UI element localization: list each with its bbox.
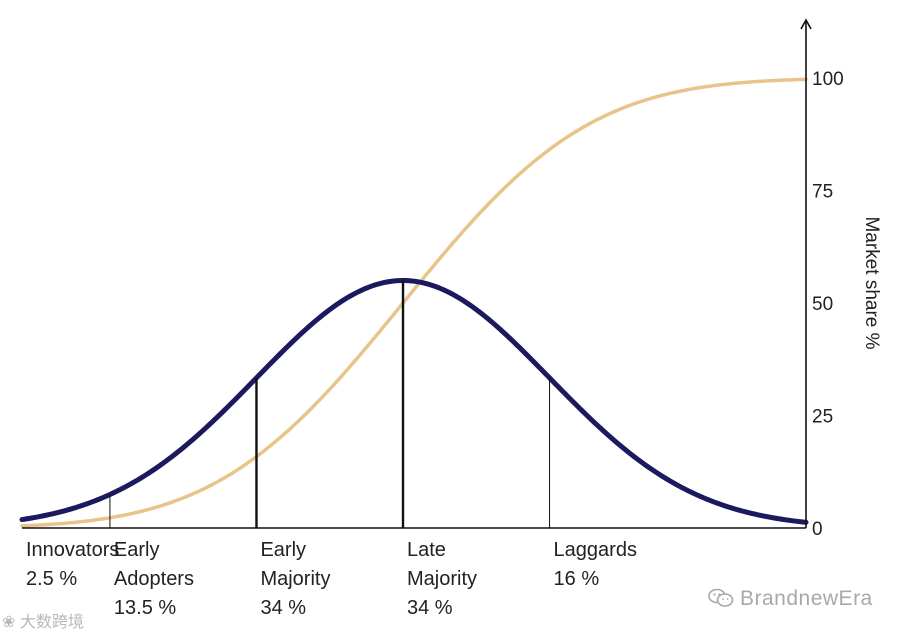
ticks-layer: 0 25 50 75 100 Market share % <box>812 69 882 540</box>
adoption-bell-curve <box>19 278 809 525</box>
segment-name: Laggards <box>553 539 637 561</box>
segment-label: Early Adopters 13.5 % <box>114 536 194 623</box>
segment-share: 2.5 % <box>26 568 78 590</box>
segment-share: 16 % <box>553 568 600 590</box>
segment-name: Innovators <box>26 539 120 561</box>
y-tick-label: 25 <box>812 407 833 428</box>
y-tick-label: 75 <box>812 182 833 203</box>
watermark-left-icon: ❀ <box>2 614 16 631</box>
watermark-right: BrandnewEra <box>708 587 873 611</box>
segment-name: Majority <box>407 568 478 590</box>
segment-label: Late Majority 34 % <box>407 536 477 623</box>
segment-label: Early Majority 34 % <box>260 536 330 623</box>
watermark-right-text: BrandnewEra <box>740 587 873 610</box>
wechat-icon <box>708 588 734 607</box>
y-tick-label: 100 <box>812 69 844 90</box>
segment-name: Early <box>260 539 307 561</box>
y-tick-label: 50 <box>812 294 833 315</box>
segment-label: Laggards 16 % <box>554 536 637 594</box>
segment-share: 34 % <box>260 597 307 619</box>
cumulative-s-curve <box>20 77 808 528</box>
watermark-left-text: 大数跨境 <box>19 614 84 631</box>
y-axis-title: Market share % <box>861 216 882 349</box>
axes-layer <box>22 18 812 529</box>
segment-label: Innovators 2.5 % <box>26 536 119 594</box>
segment-name: Late <box>407 539 446 561</box>
segment-name: Adopters <box>113 568 194 590</box>
dividers-layer <box>109 280 551 528</box>
y-axis-arrow-icon <box>800 18 812 30</box>
watermark-left: ❀ 大数跨境 <box>2 608 84 632</box>
y-tick-label: 0 <box>812 519 823 540</box>
segment-share: 13.5 % <box>113 597 177 619</box>
segment-name: Majority <box>260 568 331 590</box>
curves-layer <box>19 77 809 528</box>
segment-share: 34 % <box>407 597 453 619</box>
segment-name: Early <box>113 539 160 561</box>
